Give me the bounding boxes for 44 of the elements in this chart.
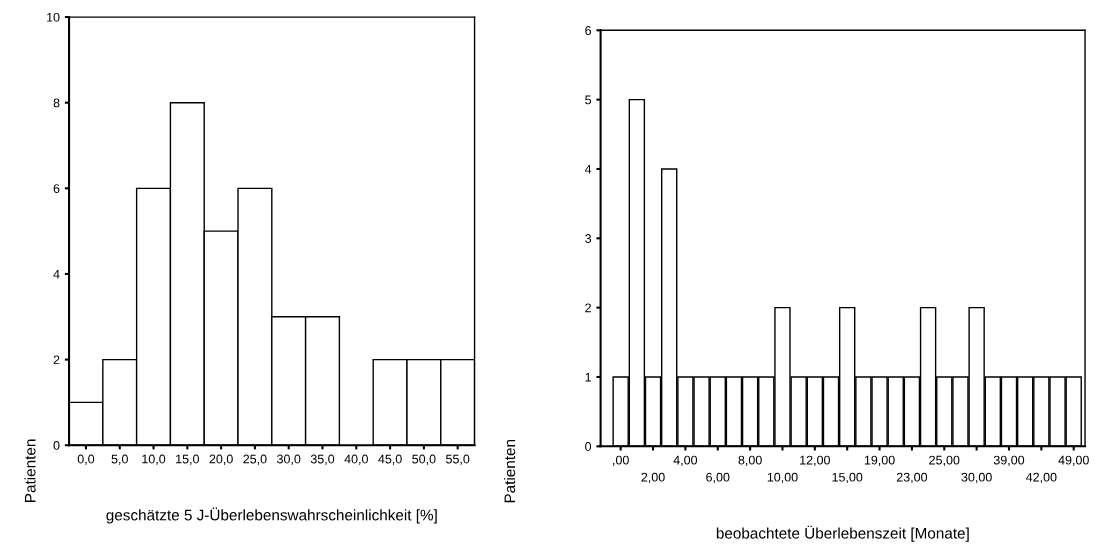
- y-tick-label: 3: [585, 234, 592, 243]
- y-tick-label: 1: [585, 372, 591, 382]
- x-tick-label: 23,00: [896, 472, 928, 484]
- y-tick-label: 2: [53, 355, 60, 365]
- x-tick-label: 42,00: [1026, 472, 1057, 484]
- x-tick-label: 8,00: [738, 455, 762, 466]
- x-tick-label: 30,00: [961, 472, 992, 484]
- x-tick-label: ,00: [613, 455, 629, 466]
- x-axis-title: beobachtete Überlebenszeit [Monate]: [716, 525, 969, 542]
- x-tick-label: 25,00: [929, 455, 960, 466]
- x-tick-label: 2,00: [641, 472, 665, 484]
- x-tick-label: 30,0: [277, 454, 301, 465]
- x-tick-label: 19,00: [864, 455, 895, 466]
- x-tick-label: 6,00: [706, 472, 730, 484]
- y-tick-label: 6: [585, 26, 592, 35]
- y-tick-label: 8: [53, 98, 60, 108]
- x-tick-label: 55,0: [446, 454, 470, 465]
- x-tick-label: 10,0: [142, 454, 166, 465]
- y-axis-title: Patienten: [504, 439, 516, 503]
- x-axis-title: geschätzte 5 J-Überlebenswahrscheinlichkeit [%]: [106, 507, 437, 524]
- x-tick-label: 15,00: [832, 472, 863, 484]
- x-tick-label: 5,0: [111, 454, 128, 465]
- y-tick-label: 6: [53, 184, 60, 193]
- x-tick-label: 4,00: [673, 455, 698, 466]
- x-tick-label: 45,0: [378, 454, 402, 465]
- y-tick-label: 4: [584, 164, 592, 174]
- y-tick-label: 4: [53, 269, 60, 279]
- y-tick-label: 0: [585, 442, 592, 451]
- x-tick-label: 12,00: [800, 455, 830, 466]
- y-axis-title: Patienten: [24, 439, 36, 502]
- x-tick-label: 40,0: [344, 454, 368, 465]
- x-tick-label: 49,00: [1058, 455, 1089, 466]
- x-tick-label: 39,00: [993, 455, 1025, 466]
- x-tick-label: 0,0: [77, 454, 95, 465]
- x-tick-label: 50,0: [412, 454, 436, 465]
- x-tick-label: 35,0: [310, 454, 335, 465]
- y-tick-label: 5: [585, 95, 592, 105]
- y-tick-label: 2: [585, 303, 591, 313]
- x-tick-label: 25,0: [243, 454, 267, 465]
- y-tick-label: 0: [53, 441, 60, 450]
- y-tick-label: 10: [47, 12, 60, 22]
- x-tick-label: 15,0: [176, 454, 199, 465]
- x-tick-label: 20,0: [209, 454, 233, 465]
- x-tick-label: 10,00: [767, 472, 798, 484]
